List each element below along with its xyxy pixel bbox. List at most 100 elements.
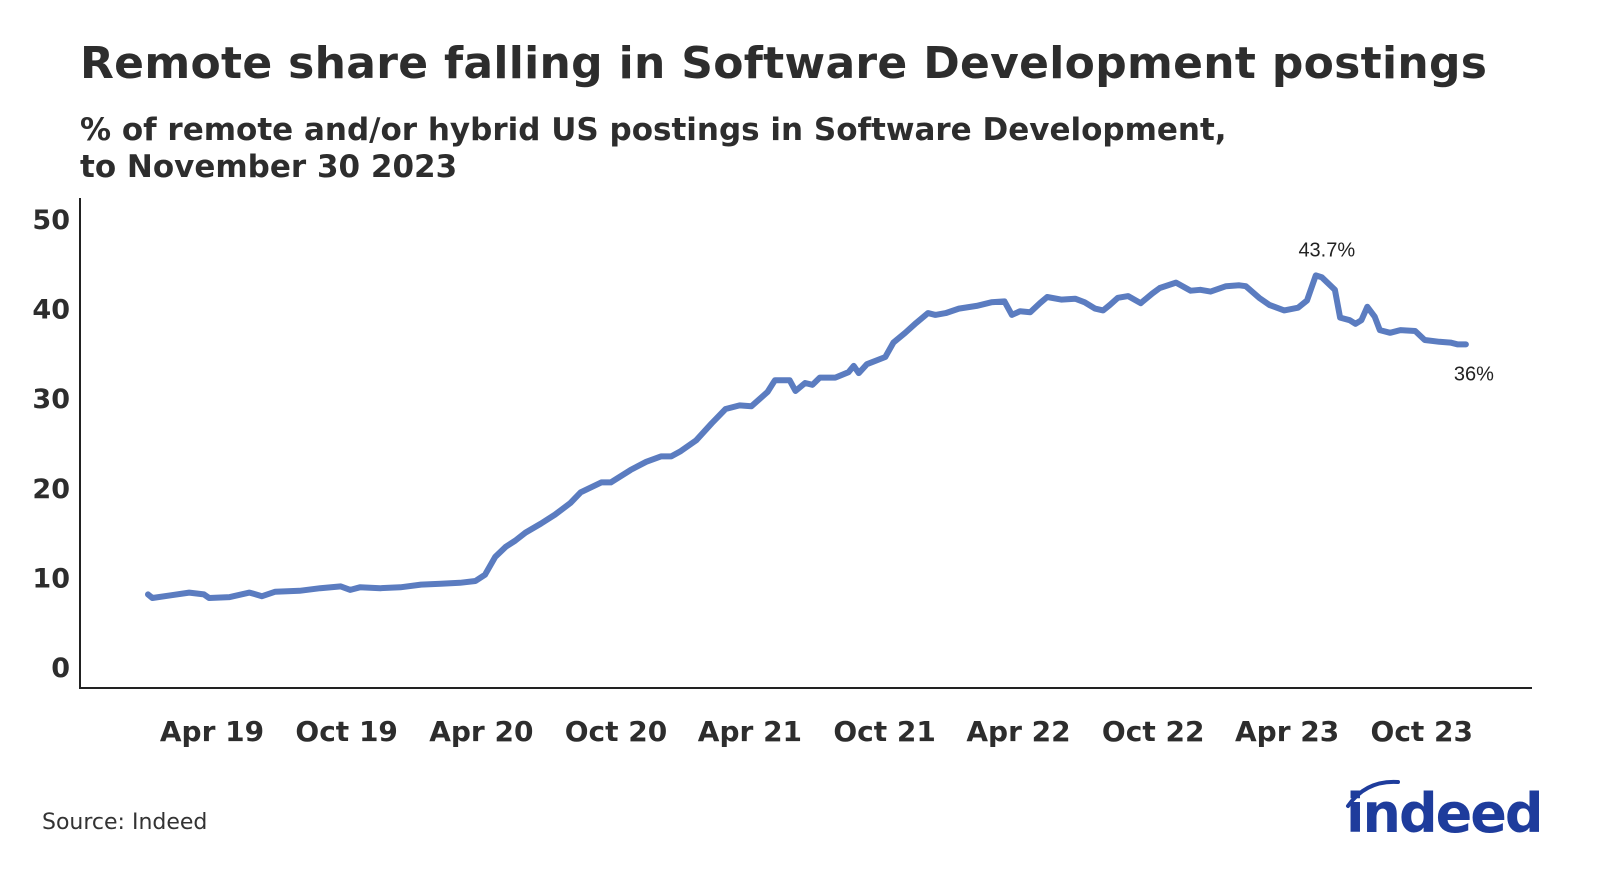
data-point (319, 587, 321, 589)
data-point (1039, 302, 1041, 304)
data-point (261, 595, 263, 597)
data-point (1438, 341, 1440, 343)
data-point (934, 314, 936, 316)
data-point (1117, 297, 1119, 299)
data-point (274, 591, 276, 593)
data-point (1245, 285, 1247, 287)
data-point (630, 469, 632, 471)
data-point (203, 593, 205, 595)
data-point (1190, 290, 1192, 292)
data-point (440, 583, 442, 585)
data-point (834, 377, 836, 379)
data-point (1366, 306, 1368, 308)
data-point (1306, 300, 1308, 302)
y-tick-label: 40 (32, 295, 70, 326)
data-point (1109, 304, 1111, 306)
data-point (1315, 274, 1317, 276)
data-point (866, 363, 868, 365)
data-point (484, 574, 486, 576)
data-point (340, 585, 342, 587)
data-point (299, 590, 301, 592)
data-point (915, 322, 917, 324)
x-tick-label: Oct 22 (1102, 715, 1205, 748)
data-point (1339, 317, 1341, 319)
data-point (945, 312, 947, 314)
data-point (1046, 296, 1048, 298)
annotation-label: 43.7% (1298, 239, 1355, 261)
y-tick-label: 0 (51, 653, 70, 684)
data-point (848, 371, 850, 373)
data-point (1102, 309, 1104, 311)
y-tick-label: 50 (32, 205, 70, 236)
data-point (1283, 309, 1285, 311)
data-point (1011, 314, 1013, 316)
data-point (1449, 342, 1451, 344)
data-point (739, 404, 741, 406)
data-point (580, 491, 582, 493)
data-point (990, 301, 992, 303)
x-tick-label: Apr 19 (160, 715, 264, 748)
subtitle-line-1: % of remote and/or hybrid US postings in… (80, 112, 1227, 148)
y-tick-label: 30 (32, 384, 70, 415)
data-point (420, 584, 422, 586)
data-point (188, 592, 190, 594)
data-point (569, 502, 571, 504)
data-point (514, 540, 516, 542)
data-point (147, 593, 149, 595)
series-line (145, 272, 1469, 601)
data-point (958, 308, 960, 310)
data-point (1151, 292, 1153, 294)
data-point (494, 556, 496, 558)
x-tick-label: Oct 20 (565, 715, 668, 748)
data-point (249, 592, 251, 594)
x-tick-label: Apr 23 (1235, 715, 1339, 748)
data-point (1424, 339, 1426, 341)
data-point (380, 587, 382, 589)
svg-text:indeed: indeed (1346, 782, 1542, 838)
data-point (1374, 316, 1376, 318)
data-point (853, 365, 855, 367)
data-point (505, 546, 507, 548)
data-point (1321, 276, 1323, 278)
data-point (670, 455, 672, 457)
data-point (1355, 323, 1357, 325)
chart-subtitle: % of remote and/or hybrid US postings in… (80, 112, 1380, 186)
data-point (1094, 308, 1096, 310)
data-point (600, 481, 602, 483)
data-point (359, 586, 361, 588)
y-tick-label: 20 (32, 474, 70, 505)
data-point (1175, 282, 1177, 284)
data-point (774, 379, 776, 381)
data-point (540, 523, 542, 525)
data-point (789, 379, 791, 381)
data-point (1159, 287, 1161, 289)
subtitle-line-2: to November 30 2023 (80, 149, 458, 185)
data-point (229, 596, 231, 598)
data-point (1210, 291, 1212, 293)
source-note: Source: Indeed (42, 810, 208, 835)
data-point (1399, 329, 1401, 331)
data-point (1334, 289, 1336, 291)
data-point (1074, 298, 1076, 300)
data-point (819, 377, 821, 379)
data-point (1238, 284, 1240, 286)
data-point (695, 439, 697, 441)
annotation-label: 36% (1454, 363, 1494, 385)
data-point (1457, 343, 1459, 345)
data-point (811, 384, 813, 386)
data-point (399, 586, 401, 588)
data-point (1019, 310, 1021, 312)
data-point (976, 305, 978, 307)
data-point (645, 461, 647, 463)
data-point (1084, 301, 1086, 303)
data-point (1297, 307, 1299, 309)
data-point (524, 532, 526, 534)
x-tick-label: Oct 21 (833, 715, 936, 748)
data-point (858, 372, 860, 374)
data-point (892, 342, 894, 344)
data-point (1004, 300, 1006, 302)
data-point (795, 390, 797, 392)
data-point (151, 597, 153, 599)
x-tick-label: Apr 22 (966, 715, 1070, 748)
